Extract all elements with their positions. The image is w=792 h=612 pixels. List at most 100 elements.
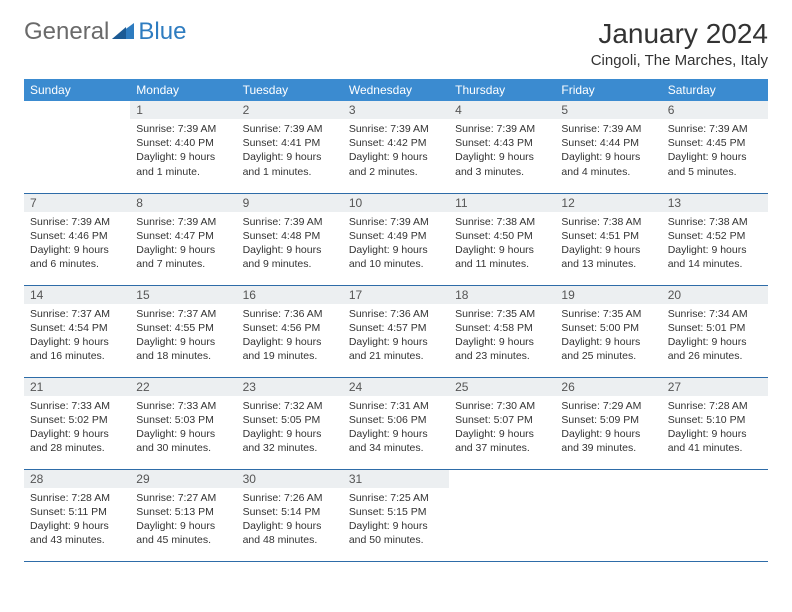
title-block: January 2024 Cingoli, The Marches, Italy bbox=[591, 18, 768, 69]
calendar-cell: 27Sunrise: 7:28 AMSunset: 5:10 PMDayligh… bbox=[662, 377, 768, 469]
calendar-cell: 11Sunrise: 7:38 AMSunset: 4:50 PMDayligh… bbox=[449, 193, 555, 285]
day-details: Sunrise: 7:30 AMSunset: 5:07 PMDaylight:… bbox=[449, 396, 555, 460]
calendar-cell: 25Sunrise: 7:30 AMSunset: 5:07 PMDayligh… bbox=[449, 377, 555, 469]
day-details: Sunrise: 7:34 AMSunset: 5:01 PMDaylight:… bbox=[662, 304, 768, 368]
calendar-body: 1Sunrise: 7:39 AMSunset: 4:40 PMDaylight… bbox=[24, 101, 768, 561]
calendar-cell: 12Sunrise: 7:38 AMSunset: 4:51 PMDayligh… bbox=[555, 193, 661, 285]
day-details: Sunrise: 7:37 AMSunset: 4:54 PMDaylight:… bbox=[24, 304, 130, 368]
calendar-cell: 21Sunrise: 7:33 AMSunset: 5:02 PMDayligh… bbox=[24, 377, 130, 469]
calendar-cell: 6Sunrise: 7:39 AMSunset: 4:45 PMDaylight… bbox=[662, 101, 768, 193]
page-title: January 2024 bbox=[591, 18, 768, 50]
day-number: 16 bbox=[237, 286, 343, 304]
day-details: Sunrise: 7:29 AMSunset: 5:09 PMDaylight:… bbox=[555, 396, 661, 460]
calendar-cell: 7Sunrise: 7:39 AMSunset: 4:46 PMDaylight… bbox=[24, 193, 130, 285]
day-number: 7 bbox=[24, 194, 130, 212]
calendar-cell: 1Sunrise: 7:39 AMSunset: 4:40 PMDaylight… bbox=[130, 101, 236, 193]
day-details: Sunrise: 7:28 AMSunset: 5:10 PMDaylight:… bbox=[662, 396, 768, 460]
day-details: Sunrise: 7:33 AMSunset: 5:03 PMDaylight:… bbox=[130, 396, 236, 460]
calendar-cell bbox=[24, 101, 130, 193]
day-details: Sunrise: 7:35 AMSunset: 5:00 PMDaylight:… bbox=[555, 304, 661, 368]
day-details: Sunrise: 7:32 AMSunset: 5:05 PMDaylight:… bbox=[237, 396, 343, 460]
weekday-header: Wednesday bbox=[343, 79, 449, 101]
calendar-cell: 18Sunrise: 7:35 AMSunset: 4:58 PMDayligh… bbox=[449, 285, 555, 377]
calendar-cell: 8Sunrise: 7:39 AMSunset: 4:47 PMDaylight… bbox=[130, 193, 236, 285]
calendar-cell: 15Sunrise: 7:37 AMSunset: 4:55 PMDayligh… bbox=[130, 285, 236, 377]
day-number: 3 bbox=[343, 101, 449, 119]
day-details: Sunrise: 7:35 AMSunset: 4:58 PMDaylight:… bbox=[449, 304, 555, 368]
day-details: Sunrise: 7:39 AMSunset: 4:41 PMDaylight:… bbox=[237, 119, 343, 183]
calendar-cell: 30Sunrise: 7:26 AMSunset: 5:14 PMDayligh… bbox=[237, 469, 343, 561]
calendar-cell: 22Sunrise: 7:33 AMSunset: 5:03 PMDayligh… bbox=[130, 377, 236, 469]
calendar-cell: 29Sunrise: 7:27 AMSunset: 5:13 PMDayligh… bbox=[130, 469, 236, 561]
weekday-header-row: SundayMondayTuesdayWednesdayThursdayFrid… bbox=[24, 79, 768, 101]
day-number: 2 bbox=[237, 101, 343, 119]
logo-word-blue: Blue bbox=[138, 18, 186, 46]
day-number: 4 bbox=[449, 101, 555, 119]
day-details: Sunrise: 7:39 AMSunset: 4:49 PMDaylight:… bbox=[343, 212, 449, 276]
day-details: Sunrise: 7:39 AMSunset: 4:48 PMDaylight:… bbox=[237, 212, 343, 276]
day-number: 11 bbox=[449, 194, 555, 212]
calendar-row: 21Sunrise: 7:33 AMSunset: 5:02 PMDayligh… bbox=[24, 377, 768, 469]
day-number: 6 bbox=[662, 101, 768, 119]
day-details: Sunrise: 7:28 AMSunset: 5:11 PMDaylight:… bbox=[24, 488, 130, 552]
day-number: 12 bbox=[555, 194, 661, 212]
calendar-row: 28Sunrise: 7:28 AMSunset: 5:11 PMDayligh… bbox=[24, 469, 768, 561]
day-number: 27 bbox=[662, 378, 768, 396]
weekday-header: Thursday bbox=[449, 79, 555, 101]
day-number: 24 bbox=[343, 378, 449, 396]
day-details: Sunrise: 7:39 AMSunset: 4:46 PMDaylight:… bbox=[24, 212, 130, 276]
day-details: Sunrise: 7:25 AMSunset: 5:15 PMDaylight:… bbox=[343, 488, 449, 552]
day-number: 30 bbox=[237, 470, 343, 488]
logo-word-general: General bbox=[24, 18, 109, 46]
calendar-cell: 23Sunrise: 7:32 AMSunset: 5:05 PMDayligh… bbox=[237, 377, 343, 469]
day-details: Sunrise: 7:37 AMSunset: 4:55 PMDaylight:… bbox=[130, 304, 236, 368]
calendar-cell: 31Sunrise: 7:25 AMSunset: 5:15 PMDayligh… bbox=[343, 469, 449, 561]
day-details: Sunrise: 7:36 AMSunset: 4:57 PMDaylight:… bbox=[343, 304, 449, 368]
day-details: Sunrise: 7:39 AMSunset: 4:47 PMDaylight:… bbox=[130, 212, 236, 276]
day-number: 10 bbox=[343, 194, 449, 212]
calendar-cell: 17Sunrise: 7:36 AMSunset: 4:57 PMDayligh… bbox=[343, 285, 449, 377]
day-number: 20 bbox=[662, 286, 768, 304]
calendar-row: 7Sunrise: 7:39 AMSunset: 4:46 PMDaylight… bbox=[24, 193, 768, 285]
calendar-cell: 26Sunrise: 7:29 AMSunset: 5:09 PMDayligh… bbox=[555, 377, 661, 469]
calendar-cell: 28Sunrise: 7:28 AMSunset: 5:11 PMDayligh… bbox=[24, 469, 130, 561]
day-number: 26 bbox=[555, 378, 661, 396]
day-number: 5 bbox=[555, 101, 661, 119]
day-details: Sunrise: 7:38 AMSunset: 4:52 PMDaylight:… bbox=[662, 212, 768, 276]
day-details: Sunrise: 7:31 AMSunset: 5:06 PMDaylight:… bbox=[343, 396, 449, 460]
calendar-row: 1Sunrise: 7:39 AMSunset: 4:40 PMDaylight… bbox=[24, 101, 768, 193]
calendar-row: 14Sunrise: 7:37 AMSunset: 4:54 PMDayligh… bbox=[24, 285, 768, 377]
calendar-cell: 2Sunrise: 7:39 AMSunset: 4:41 PMDaylight… bbox=[237, 101, 343, 193]
day-details: Sunrise: 7:39 AMSunset: 4:43 PMDaylight:… bbox=[449, 119, 555, 183]
calendar-cell: 4Sunrise: 7:39 AMSunset: 4:43 PMDaylight… bbox=[449, 101, 555, 193]
day-number: 13 bbox=[662, 194, 768, 212]
calendar-cell: 3Sunrise: 7:39 AMSunset: 4:42 PMDaylight… bbox=[343, 101, 449, 193]
day-details: Sunrise: 7:33 AMSunset: 5:02 PMDaylight:… bbox=[24, 396, 130, 460]
day-number: 1 bbox=[130, 101, 236, 119]
day-number: 31 bbox=[343, 470, 449, 488]
calendar-cell: 14Sunrise: 7:37 AMSunset: 4:54 PMDayligh… bbox=[24, 285, 130, 377]
day-details: Sunrise: 7:39 AMSunset: 4:44 PMDaylight:… bbox=[555, 119, 661, 183]
day-number: 21 bbox=[24, 378, 130, 396]
calendar-cell: 24Sunrise: 7:31 AMSunset: 5:06 PMDayligh… bbox=[343, 377, 449, 469]
day-number: 22 bbox=[130, 378, 236, 396]
day-number: 9 bbox=[237, 194, 343, 212]
day-number: 14 bbox=[24, 286, 130, 304]
calendar-cell bbox=[449, 469, 555, 561]
weekday-header: Sunday bbox=[24, 79, 130, 101]
day-number: 23 bbox=[237, 378, 343, 396]
calendar-cell bbox=[662, 469, 768, 561]
day-details: Sunrise: 7:27 AMSunset: 5:13 PMDaylight:… bbox=[130, 488, 236, 552]
location-subtitle: Cingoli, The Marches, Italy bbox=[591, 52, 768, 69]
weekday-header: Monday bbox=[130, 79, 236, 101]
header: General Blue January 2024 Cingoli, The M… bbox=[24, 18, 768, 69]
day-details: Sunrise: 7:36 AMSunset: 4:56 PMDaylight:… bbox=[237, 304, 343, 368]
weekday-header: Saturday bbox=[662, 79, 768, 101]
calendar-cell: 10Sunrise: 7:39 AMSunset: 4:49 PMDayligh… bbox=[343, 193, 449, 285]
day-details: Sunrise: 7:38 AMSunset: 4:50 PMDaylight:… bbox=[449, 212, 555, 276]
day-details: Sunrise: 7:39 AMSunset: 4:40 PMDaylight:… bbox=[130, 119, 236, 183]
day-number: 28 bbox=[24, 470, 130, 488]
calendar-cell: 19Sunrise: 7:35 AMSunset: 5:00 PMDayligh… bbox=[555, 285, 661, 377]
calendar-cell: 16Sunrise: 7:36 AMSunset: 4:56 PMDayligh… bbox=[237, 285, 343, 377]
day-number: 18 bbox=[449, 286, 555, 304]
